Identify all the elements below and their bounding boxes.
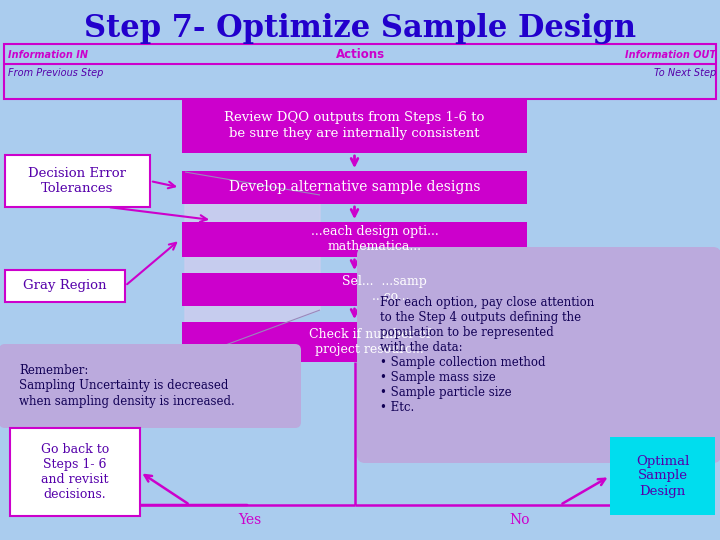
Text: Develop alternative sample designs: Develop alternative sample designs <box>229 180 480 194</box>
Text: Actions: Actions <box>336 49 384 62</box>
Text: For each option, pay close attention
to the Step 4 outputs defining the
populati: For each option, pay close attention to … <box>380 296 594 414</box>
FancyBboxPatch shape <box>0 344 301 428</box>
Text: Sel...  ...samp
   ...co...: Sel... ...samp ...co... <box>342 275 427 303</box>
Text: Gray Region: Gray Region <box>23 280 107 293</box>
Text: Decision Error
Tolerances: Decision Error Tolerances <box>29 167 127 195</box>
Text: Check if number of
project resourc...: Check if number of project resourc... <box>309 328 431 356</box>
FancyBboxPatch shape <box>182 273 527 306</box>
FancyBboxPatch shape <box>182 171 527 204</box>
Text: To Next Step: To Next Step <box>654 68 716 78</box>
Polygon shape <box>185 172 320 360</box>
Text: Yes: Yes <box>238 513 261 527</box>
Text: From Previous Step: From Previous Step <box>8 68 104 78</box>
Text: Review DQO outputs from Steps 1-6 to
be sure they are internally consistent: Review DQO outputs from Steps 1-6 to be … <box>225 111 485 139</box>
Text: Information OUT: Information OUT <box>625 50 716 60</box>
FancyBboxPatch shape <box>182 322 527 362</box>
Text: Information IN: Information IN <box>8 50 88 60</box>
Text: Remember:
Sampling Uncertainty is decreased
when sampling density is increased.: Remember: Sampling Uncertainty is decrea… <box>19 364 235 408</box>
Text: No: No <box>510 513 530 527</box>
Text: Step 7- Optimize Sample Design: Step 7- Optimize Sample Design <box>84 12 636 44</box>
Text: Optimal
Sample
Design: Optimal Sample Design <box>636 455 689 497</box>
Text: Go back to
Steps 1- 6
and revisit
decisions.: Go back to Steps 1- 6 and revisit decisi… <box>41 443 109 501</box>
FancyBboxPatch shape <box>610 437 715 515</box>
Text: ...each design opti...
mathematica...: ...each design opti... mathematica... <box>310 226 438 253</box>
FancyBboxPatch shape <box>182 98 527 153</box>
FancyBboxPatch shape <box>10 428 140 516</box>
FancyBboxPatch shape <box>5 155 150 207</box>
FancyBboxPatch shape <box>182 222 527 257</box>
FancyBboxPatch shape <box>357 247 720 463</box>
FancyBboxPatch shape <box>5 270 125 302</box>
